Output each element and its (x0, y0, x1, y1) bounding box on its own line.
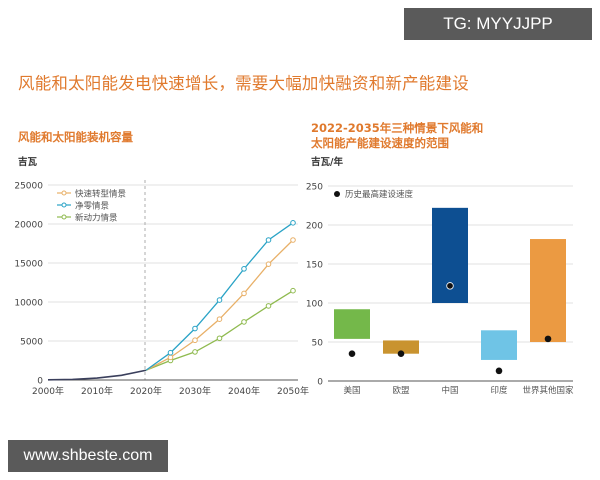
historical-max-dot (544, 335, 552, 343)
legend-marker-icon (61, 202, 67, 208)
historical-max-dot (446, 282, 454, 290)
right-y-axis-ticks: 0 50 100 150 200 250 (306, 183, 323, 388)
left-gridlines (48, 184, 298, 342)
category-label: 欧盟 (392, 385, 410, 396)
legend-marker-icon (61, 190, 67, 196)
y-tick-label: 100 (306, 300, 323, 310)
data-point-marker (241, 266, 247, 272)
right-chart-title-line2: 太阳能产能建设速度的范围 (311, 136, 449, 150)
data-point-marker (290, 287, 296, 294)
left-y-axis-ticks: 0 5000 10000 15000 20000 25000 (14, 182, 43, 387)
y-tick-label: 20000 (14, 221, 43, 231)
right-x-axis-ticks: 美国 欧盟 中国 印度 世界其他国家 (343, 385, 574, 396)
data-point-marker (265, 261, 272, 267)
left-x-axis-ticks: 2000年 2010年 2020年 2030年 2040年 2050年 (32, 385, 309, 397)
y-tick-label: 15000 (14, 260, 43, 270)
page-title: 风能和太阳能发电快速增长，需要大幅加快融资和新产能建设 (18, 74, 469, 93)
right-chart-title-line1: 2022-2035年三种情景下风能和 (311, 121, 484, 135)
right-bars (334, 207, 566, 375)
y-tick-label: 250 (306, 183, 323, 193)
data-point-marker (290, 237, 296, 243)
y-tick-label: 10000 (14, 299, 43, 309)
data-point-marker (241, 290, 247, 297)
right-chart-unit: 吉瓦/年 (311, 157, 343, 168)
category-label: 印度 (490, 385, 508, 396)
watermark-top: TG: MYYJJPP (404, 8, 592, 40)
data-point-marker (216, 335, 223, 342)
y-tick-label: 200 (306, 222, 323, 232)
data-point-marker (192, 337, 198, 344)
historical-max-dot (397, 350, 405, 358)
historical-max-dot (495, 367, 503, 375)
us-bar (334, 309, 370, 339)
y-tick-label: 5000 (20, 338, 43, 348)
right-legend: 历史最高建设速度 (334, 189, 414, 200)
x-tick-label: 2050年 (277, 385, 309, 397)
historical-line (47, 369, 147, 381)
right-range-bar-chart: 0 50 100 150 200 250 美国 欧盟 中国 印度 世界其他国家 历史最高建设速度 (306, 183, 574, 397)
left-chart-unit: 吉瓦 (18, 157, 38, 168)
right-chart-title: 2022-2035年三种情景下风能和 太阳能产能建设速度的范围 (311, 121, 483, 151)
x-tick-label: 2020年 (130, 385, 162, 397)
y-tick-label: 50 (312, 339, 324, 349)
legend-label: 历史最高建设速度 (345, 189, 414, 200)
legend-dot-icon (334, 191, 340, 197)
data-point-marker (241, 319, 247, 325)
y-tick-label: 0 (317, 378, 323, 388)
data-point-marker (192, 325, 198, 332)
x-tick-label: 2000年 (32, 385, 64, 397)
x-tick-label: 2030年 (179, 385, 211, 397)
data-point-marker (216, 297, 223, 303)
y-tick-label: 150 (306, 261, 323, 271)
data-point-marker (216, 316, 223, 322)
x-tick-label: 2040年 (228, 385, 260, 397)
y-tick-label: 0 (37, 377, 43, 387)
data-point-marker (167, 349, 174, 356)
category-label: 世界其他国家 (522, 385, 574, 396)
legend-marker-icon (61, 214, 67, 220)
data-point-marker (265, 237, 272, 243)
legend-label: 净零情景 (75, 200, 109, 211)
category-label: 中国 (441, 385, 458, 396)
x-tick-label: 2010年 (81, 385, 113, 397)
left-line-chart: 0 5000 10000 15000 20000 25000 2000年 2010年 2020… (14, 180, 309, 397)
legend-label: 新动力情景 (75, 212, 118, 223)
y-tick-label: 25000 (14, 182, 43, 192)
rest-of-world-bar (530, 239, 566, 342)
category-label: 美国 (343, 385, 360, 396)
data-point-marker (265, 303, 272, 309)
historical-max-dot (348, 350, 356, 358)
data-point-marker (290, 220, 296, 226)
india-bar (481, 330, 517, 360)
legend-label: 快速转型情景 (75, 188, 126, 199)
left-series-lines (47, 220, 296, 381)
eu-bar (383, 340, 419, 354)
left-chart-title: 风能和太阳能装机容量 (18, 130, 133, 144)
data-point-marker (192, 349, 198, 355)
watermark-bottom: www.shbeste.com (8, 440, 168, 472)
